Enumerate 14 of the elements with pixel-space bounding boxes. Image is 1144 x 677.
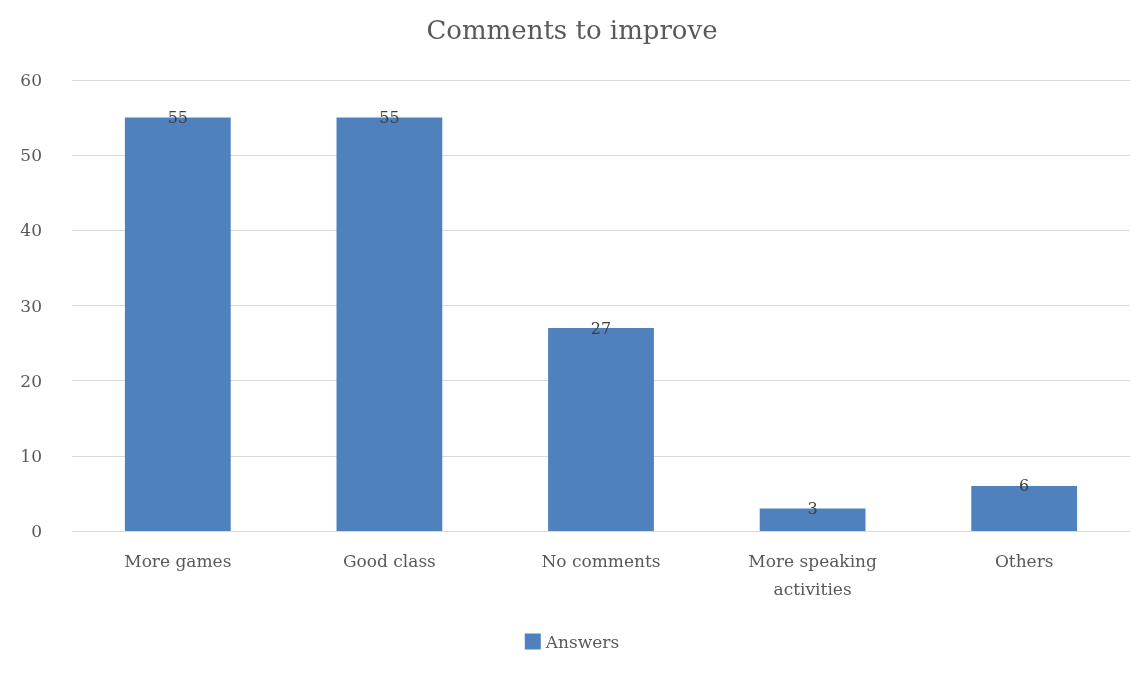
y-tick-label: 0 <box>31 521 42 541</box>
y-tick-label: 50 <box>20 145 42 166</box>
y-tick-label: 60 <box>20 70 42 90</box>
x-tick-label: No comments <box>541 551 661 571</box>
x-tick-label: More games <box>124 551 232 571</box>
chart-title: Comments to improve <box>426 15 718 45</box>
y-tick-label: 30 <box>20 295 42 316</box>
x-tick-label: More speaking activities <box>748 551 878 599</box>
y-tick-label: 20 <box>20 370 42 391</box>
x-tick-label: Good class <box>342 551 436 571</box>
x-tick-label: Others <box>994 551 1054 571</box>
y-tick-label: 10 <box>20 445 42 466</box>
y-tick-label: 40 <box>20 220 42 241</box>
legend-label: Answers <box>544 631 620 652</box>
